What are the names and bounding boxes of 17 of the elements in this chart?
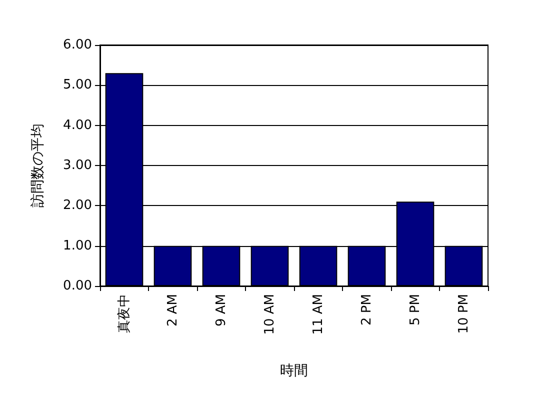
x-tick-label: 9 AM	[214, 294, 229, 327]
x-tick-label: 2 PM	[359, 294, 374, 326]
y-tick-label: 2.00	[63, 198, 92, 214]
y-tick-label: 1.00	[63, 238, 92, 254]
y-tick-label: 5.00	[63, 78, 92, 93]
x-tick-label: 10 PM	[456, 294, 472, 334]
x-tick-label: 10 AM	[262, 294, 278, 335]
y-tick-label: 6.00	[63, 38, 92, 52]
x-tick-label: 5 PM	[408, 294, 423, 326]
x-tick-label: 2 AM	[165, 294, 180, 327]
y-axis-title: 訪問数の平均	[30, 124, 46, 208]
x-axis-title: 時間	[280, 363, 308, 379]
y-tick-label: 4.00	[63, 118, 92, 133]
y-tick-label: 0.00	[63, 278, 92, 294]
x-tick-label: 真夜中	[116, 294, 132, 333]
x-tick-label: 11 AM	[310, 294, 326, 335]
y-tick-label: 3.00	[63, 158, 92, 173]
